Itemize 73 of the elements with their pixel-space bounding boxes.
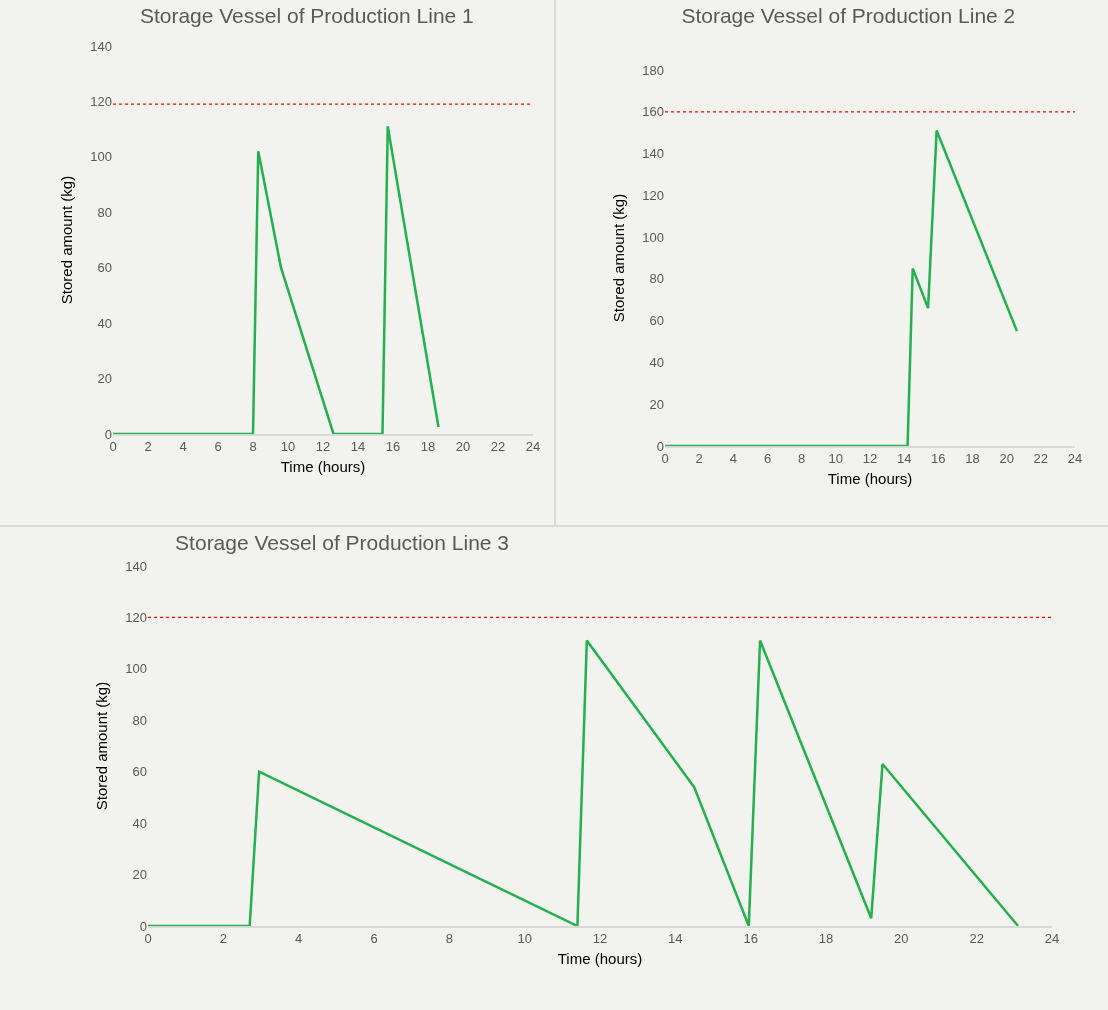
y-axis-title: Stored amount (kg) xyxy=(609,193,627,323)
y-tick-label: 0 xyxy=(104,426,112,442)
x-tick-label: 4 xyxy=(179,439,187,455)
y-tick-label: 100 xyxy=(90,149,112,165)
x-tick-label: 2 xyxy=(144,439,152,455)
line-series xyxy=(148,639,1020,926)
x-tick-label: 20 xyxy=(455,439,471,455)
y-tick-label: 160 xyxy=(642,104,664,120)
x-tick-label: 14 xyxy=(350,439,366,455)
y-tick-label: 140 xyxy=(642,146,664,162)
x-tick-label: 22 xyxy=(490,439,506,455)
x-tick-label: 22 xyxy=(969,931,984,947)
chart-title: Storage Vessel of Production Line 2 xyxy=(681,3,1016,27)
y-tick-label: 100 xyxy=(125,661,147,677)
x-tick-label: 22 xyxy=(1033,451,1049,467)
x-tick-label: 10 xyxy=(828,451,844,467)
y-tick-label: 140 xyxy=(125,558,147,574)
line-series xyxy=(113,125,440,434)
x-tick-label: 14 xyxy=(668,931,683,947)
line-series xyxy=(665,129,1019,446)
chart-title: Storage Vessel of Production Line 3 xyxy=(175,530,510,554)
x-tick-label: 2 xyxy=(219,931,227,947)
x-tick-label: 12 xyxy=(862,451,878,467)
x-tick-label: 16 xyxy=(385,439,401,455)
y-tick-label: 20 xyxy=(132,867,147,883)
y-tick-label: 20 xyxy=(97,371,112,387)
x-tick-label: 18 xyxy=(818,931,834,947)
x-axis-title: Time (hours) xyxy=(827,469,913,487)
x-tick-label: 24 xyxy=(525,439,541,455)
y-tick-label: 60 xyxy=(649,313,664,329)
y-tick-label: 80 xyxy=(649,271,664,287)
x-tick-label: 12 xyxy=(315,439,331,455)
x-tick-label: 16 xyxy=(743,931,758,947)
x-tick-label: 8 xyxy=(798,451,806,467)
y-tick-label: 80 xyxy=(97,204,112,220)
x-tick-label: 16 xyxy=(931,451,946,467)
y-axis-title: Stored amount (kg) xyxy=(57,175,75,305)
x-tick-label: 24 xyxy=(1044,931,1060,947)
x-tick-label: 18 xyxy=(965,451,980,467)
y-axis-title: Stored amount (kg) xyxy=(92,681,110,811)
y-tick-label: 120 xyxy=(125,609,147,625)
x-tick-label: 20 xyxy=(894,931,909,947)
x-tick-label: 10 xyxy=(517,931,532,947)
x-tick-label: 14 xyxy=(896,451,912,467)
y-tick-label: 100 xyxy=(642,229,664,245)
x-tick-label: 8 xyxy=(445,931,453,947)
y-tick-label: 120 xyxy=(90,93,112,109)
y-tick-label: 80 xyxy=(132,712,147,728)
x-tick-label: 4 xyxy=(729,451,737,467)
y-tick-label: 180 xyxy=(642,62,664,78)
x-tick-label: 4 xyxy=(295,931,303,947)
y-tick-label: 120 xyxy=(642,187,664,203)
x-tick-label: 6 xyxy=(214,439,222,455)
y-tick-label: 40 xyxy=(97,315,112,331)
x-tick-label: 10 xyxy=(280,439,296,455)
x-tick-label: 18 xyxy=(420,439,436,455)
y-tick-label: 140 xyxy=(90,38,112,54)
x-tick-label: 8 xyxy=(249,439,257,455)
y-tick-label: 60 xyxy=(132,764,147,780)
x-axis-title: Time (hours) xyxy=(280,457,366,475)
y-tick-label: 40 xyxy=(132,815,147,831)
y-tick-label: 20 xyxy=(649,396,664,412)
x-tick-label: 20 xyxy=(999,451,1014,467)
y-tick-label: 40 xyxy=(649,354,664,370)
y-tick-label: 60 xyxy=(97,260,112,276)
x-tick-label: 24 xyxy=(1067,451,1083,467)
x-axis-title: Time (hours) xyxy=(557,949,643,967)
x-tick-label: 6 xyxy=(763,451,772,467)
y-tick-label: 0 xyxy=(139,918,147,934)
x-tick-label: 6 xyxy=(370,931,378,947)
chart-title: Storage Vessel of Production Line 1 xyxy=(139,3,474,27)
x-tick-label: 12 xyxy=(592,931,608,947)
x-tick-label: 2 xyxy=(695,451,703,467)
